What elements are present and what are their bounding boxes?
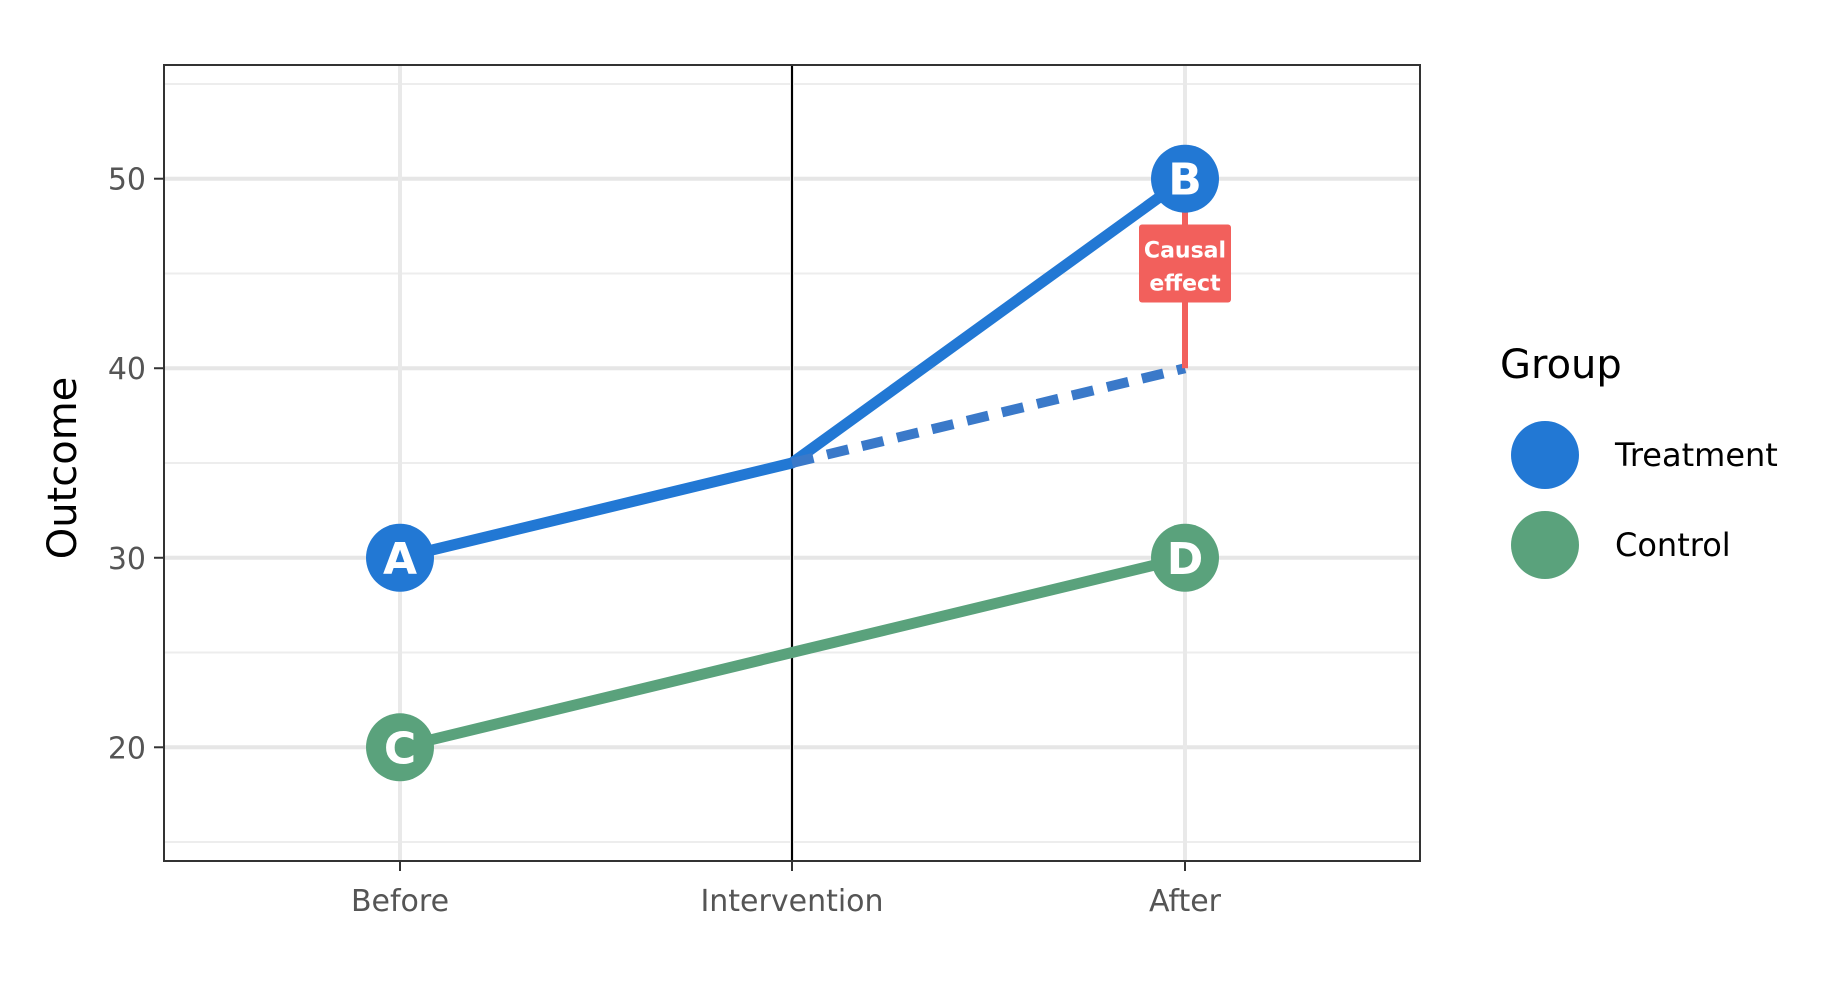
- x-tick-label: Before: [351, 884, 449, 919]
- causal-effect-box: [1139, 224, 1231, 303]
- y-axis-title: Outcome: [40, 377, 86, 560]
- y-axis: 20 30 40 50: [108, 163, 164, 766]
- causal-effect-text-line1: Causal: [1144, 238, 1226, 263]
- point-a: [366, 523, 434, 592]
- point-label-a: A: [383, 534, 417, 585]
- causal-effect-annotation: Causal effect: [1139, 178, 1231, 369]
- series-lines: [394, 173, 1191, 753]
- series-line-control: [394, 552, 1191, 753]
- legend-key-treatment: [1511, 421, 1579, 489]
- points: A B C D: [366, 144, 1219, 782]
- y-tick-label: 20: [108, 731, 146, 766]
- y-tick-label: 30: [108, 542, 146, 577]
- legend-key-control: [1511, 511, 1579, 579]
- counterfactual-line: [790, 363, 1187, 468]
- y-tick-label: 50: [108, 163, 146, 198]
- x-tick-label: Intervention: [700, 884, 883, 919]
- legend-label-control: Control: [1615, 526, 1731, 564]
- causal-effect-text-line2: effect: [1149, 271, 1221, 296]
- point-c: [366, 713, 434, 782]
- legend-label-treatment: Treatment: [1614, 436, 1778, 474]
- point-b: [1151, 144, 1219, 213]
- point-label-c: C: [384, 723, 416, 774]
- y-tick-label: 40: [108, 352, 146, 387]
- legend: Group Treatment Control: [1500, 342, 1778, 579]
- legend-title: Group: [1500, 342, 1622, 388]
- x-tick-label: After: [1149, 884, 1222, 919]
- point-label-d: D: [1167, 534, 1204, 585]
- x-axis: Before Intervention After: [351, 861, 1222, 919]
- point-d: [1151, 523, 1219, 592]
- point-label-b: B: [1168, 155, 1202, 206]
